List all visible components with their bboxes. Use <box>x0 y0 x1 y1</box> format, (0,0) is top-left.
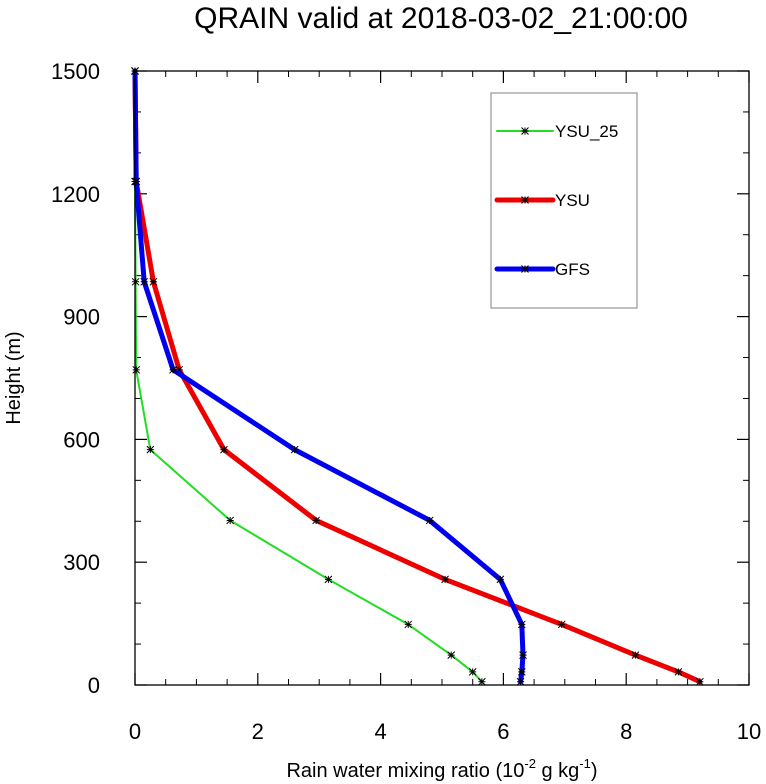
data-point-gfs <box>290 445 299 454</box>
legend-label-ysu: YSU <box>555 191 590 210</box>
legend: YSU_25 YSU GFS <box>490 92 638 309</box>
x-tick-label: 0 <box>129 719 141 744</box>
plot-frame <box>134 70 750 686</box>
data-point-ysu-25 <box>132 365 141 374</box>
legend-marker-gfs <box>521 265 529 273</box>
y-axis-label: Height (m) <box>3 331 25 424</box>
data-point-gfs <box>140 277 149 286</box>
y-tick-label: 300 <box>63 550 100 575</box>
data-point-gfs <box>516 677 525 686</box>
data-point-ysu <box>175 365 184 374</box>
series-line-gfs <box>132 68 526 685</box>
data-point-ysu <box>220 445 228 454</box>
legend-marker-ysu-25 <box>521 127 529 135</box>
y-tick-label: 900 <box>63 305 100 330</box>
data-point-ysu <box>557 620 566 629</box>
data-point-ysu-25 <box>324 575 333 584</box>
x-axis-units-exp2: -1 <box>579 756 591 771</box>
series-gfs <box>131 67 527 686</box>
y-tick-label: 1200 <box>51 182 100 207</box>
x-tick-label: 2 <box>252 719 264 744</box>
y-tick-label: 1500 <box>51 59 100 84</box>
data-point-ysu <box>696 677 704 686</box>
x-axis-label-name: Rain water mixing ratio <box>286 760 489 782</box>
x-tick-label: 8 <box>620 719 632 744</box>
x-axis-units-mid: g kg <box>536 760 579 782</box>
legend-label-gfs: GFS <box>555 260 590 279</box>
legend-label-ysu-25: YSU_25 <box>555 122 618 141</box>
data-point-ysu-25 <box>478 677 486 686</box>
data-point-ysu-25 <box>146 445 155 454</box>
data-point-ysu <box>312 516 320 525</box>
x-tick-label: 4 <box>374 719 386 744</box>
data-point-ysu-25 <box>226 516 235 525</box>
data-point-ysu-25 <box>468 668 477 676</box>
data-point-gfs <box>425 516 434 525</box>
x-axis-label: Rain water mixing ratio (10-2 g kg-1) <box>286 756 597 782</box>
x-axis-units-close: ) <box>591 760 598 782</box>
data-point-ysu-25 <box>404 620 413 629</box>
data-point-ysu-25 <box>447 651 456 659</box>
y-tick-label: 600 <box>63 427 100 452</box>
data-point-gfs <box>517 668 526 676</box>
data-point-ysu <box>441 575 449 584</box>
data-point-gfs <box>496 575 505 584</box>
x-axis-units-exp1: -2 <box>524 756 536 771</box>
x-tick-label: 10 <box>737 719 761 744</box>
chart-title: QRAIN valid at 2018-03-02_21:00:00 <box>194 2 688 35</box>
y-tick-label: 0 <box>88 673 100 698</box>
x-axis-units-open: (10 <box>495 760 524 782</box>
ticks: 0 2 4 6 8 10 0 300 600 900 1200 1500 <box>51 59 761 744</box>
data-point-gfs <box>132 177 141 186</box>
data-point-gfs <box>517 620 526 629</box>
legend-marker-ysu <box>521 196 529 204</box>
data-point-gfs <box>519 651 527 659</box>
data-point-ysu <box>149 277 158 286</box>
data-point-ysu <box>674 668 683 676</box>
data-point-gfs <box>169 365 177 374</box>
x-tick-label: 6 <box>497 719 509 744</box>
data-point-ysu <box>631 651 640 659</box>
